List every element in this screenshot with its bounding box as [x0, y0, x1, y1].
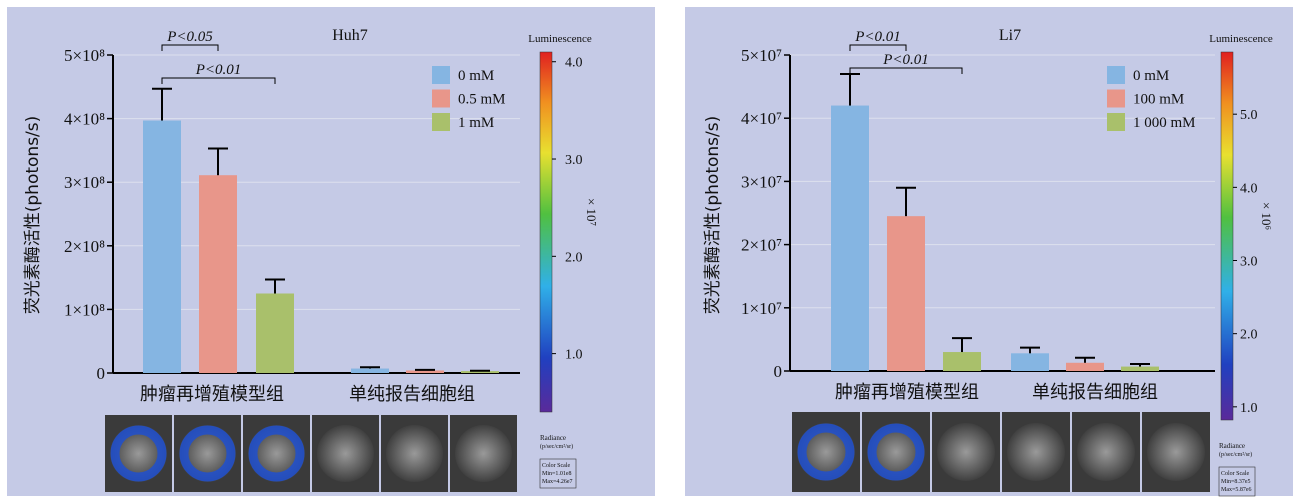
y-tick-label: 3×10⁷ [741, 172, 782, 191]
bar [351, 369, 389, 373]
radiance-unit: (p/sec/cm²/sr) [540, 443, 573, 450]
colorbar-unit: × 10⁶ [1259, 202, 1274, 230]
scale-text: Color Scale [1221, 471, 1249, 477]
y-tick-label: 4×10⁷ [741, 109, 782, 128]
y-tick-label: 5×10⁷ [741, 46, 782, 65]
y-tick-label: 1×10⁸ [64, 300, 105, 319]
y-tick-label: 1×10⁷ [741, 299, 782, 318]
radiance-unit: (p/sec/cm²/sr) [1219, 451, 1252, 458]
bar [887, 216, 925, 371]
y-tick-label: 3×10⁸ [64, 173, 105, 192]
p-value: P<0.01 [882, 52, 929, 68]
legend-swatch [1107, 66, 1125, 84]
bar [199, 175, 237, 373]
colorbar-tick-label: 5.0 [1240, 108, 1258, 123]
colorbar-tick-label: 1.0 [1240, 401, 1258, 416]
legend-swatch [1107, 90, 1125, 108]
p-value: P<0.01 [854, 29, 901, 45]
scale-text: Max=5.87e6 [1221, 487, 1252, 493]
x-tick-label: 单纯报告细胞组 [349, 384, 475, 405]
scale-text: Min=8.37e5 [1221, 479, 1251, 485]
y-tick-label: 5×10⁸ [64, 46, 105, 65]
well-outline [455, 425, 512, 482]
scale-text: Max=4.26e7 [542, 479, 573, 485]
legend-swatch [432, 113, 450, 131]
y-tick-label: 4×10⁸ [64, 110, 105, 129]
colorbar [1221, 52, 1233, 420]
scale-text: Color Scale [542, 463, 570, 469]
legend-label: 0 mM [1133, 68, 1169, 84]
radiance: Radiance [1219, 442, 1245, 450]
colorbar-tick-label: 1.0 [565, 348, 583, 363]
colorbar-tick-label: 3.0 [1240, 255, 1258, 270]
p-value: P<0.01 [195, 62, 242, 78]
x-tick-label: 肿瘤再增殖模型组 [140, 383, 284, 405]
well-outline [1077, 423, 1135, 481]
x-tick-label: 单纯报告细胞组 [1032, 382, 1158, 403]
legend-label: 1 mM [458, 115, 494, 131]
bar [256, 294, 294, 374]
legend-label: 1 000 mM [1133, 115, 1196, 131]
y-tick-label: 0 [97, 364, 106, 383]
legend-label: 100 mM [1133, 92, 1184, 108]
p-value: P<0.05 [166, 29, 213, 45]
legend-swatch [1107, 113, 1125, 131]
well-outline [317, 425, 374, 482]
bar [943, 352, 981, 371]
well-outline [1007, 423, 1065, 481]
colorbar [540, 52, 552, 412]
x-tick-label: 肿瘤再增殖模型组 [835, 381, 979, 403]
bar [831, 106, 869, 371]
bar [406, 370, 444, 373]
legend-swatch [432, 90, 450, 108]
y-tick-label: 2×10⁷ [741, 236, 782, 255]
colorbar-tick-label: 4.0 [565, 56, 583, 71]
colorbar-unit: × 10⁷ [584, 198, 599, 226]
colorbar-tick-label: 2.0 [1240, 328, 1258, 343]
colorbar-title: Luminescence [1209, 33, 1273, 45]
y-axis-label: 荧光素酶活性(photons/s) [703, 116, 723, 315]
bar [1011, 353, 1049, 371]
y-axis-label: 荧光素酶活性(photons/s) [23, 116, 43, 315]
radiance: Radiance [540, 434, 566, 442]
well-outline [937, 423, 995, 481]
colorbar-tick-label: 4.0 [1240, 181, 1258, 196]
chart-title: Li7 [999, 27, 1021, 44]
colorbar-tick-label: 3.0 [565, 153, 583, 168]
bar [1121, 367, 1159, 371]
legend-swatch [432, 66, 450, 84]
legend-label: 0.5 mM [458, 92, 506, 108]
well-outline [386, 425, 443, 482]
colorbar-title: Luminescence [528, 33, 592, 45]
colorbar-tick-label: 2.0 [565, 250, 583, 265]
scale-text: Min=1.01e8 [542, 471, 572, 477]
y-tick-label: 0 [774, 362, 783, 381]
y-tick-label: 2×10⁸ [64, 237, 105, 256]
chart-title: Huh7 [332, 27, 368, 44]
bar [143, 121, 181, 373]
bar [1066, 363, 1104, 371]
well-outline [1147, 423, 1205, 481]
legend-label: 0 mM [458, 68, 494, 84]
figure: Huh7 荧光素酶活性(photons/s) 0 1×10⁸ 2×10⁸ 3×10⁸ 4×1… [0, 0, 1299, 503]
